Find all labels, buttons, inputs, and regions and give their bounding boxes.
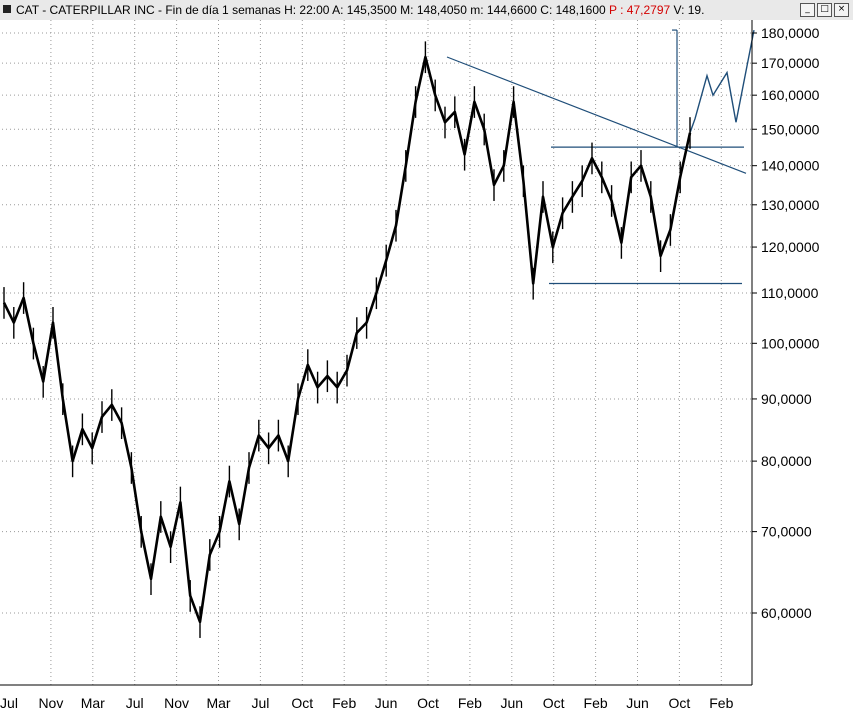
x-tick-label: Oct: [291, 695, 313, 710]
percent-change-text: P : 47,2797: [609, 3, 671, 17]
y-tick-label: 90,0000: [761, 391, 812, 407]
y-tick-label: 110,0000: [761, 285, 819, 301]
x-tick-label: Nov: [38, 695, 63, 710]
y-tick-label: 120,0000: [761, 239, 820, 255]
close-button[interactable]: ×: [834, 3, 849, 17]
window-menu-icon[interactable]: [3, 5, 11, 13]
price-chart[interactable]: 60,0000 70,0000 80,0000 90,0000 100,0000 110,…: [0, 20, 853, 710]
x-tick-label: Oct: [417, 695, 439, 710]
y-tick-label: 130,0000: [761, 197, 820, 213]
x-tick-label: Feb: [332, 695, 356, 710]
y-tick-label: 60,0000: [761, 605, 812, 621]
x-tick-label: Nov: [164, 695, 189, 710]
price-layer: [2, 41, 692, 638]
x-tick-label: Mar: [81, 695, 105, 710]
minimize-button[interactable]: _: [800, 3, 815, 17]
volume-text: V: 19.: [670, 3, 705, 17]
x-tick-label: Jun: [375, 695, 398, 710]
maximize-button[interactable]: □: [817, 3, 832, 17]
title-text: CAT - CATERPILLAR INC - Fin de día 1 sem…: [16, 3, 705, 17]
projection-path: [689, 29, 755, 134]
x-tick-label: Jul: [251, 695, 269, 710]
chart-background: [0, 20, 853, 710]
y-tick-label: 180,0000: [761, 25, 820, 41]
x-tick-label: Jun: [626, 695, 649, 710]
x-tick-label: Oct: [543, 695, 565, 710]
y-tick-label: 70,0000: [761, 524, 812, 540]
x-tick-label: Mar: [206, 695, 230, 710]
annotation-layer: [446, 29, 755, 285]
y-axis: 60,0000 70,0000 80,0000 90,0000 100,0000 110,…: [751, 20, 820, 685]
y-tick-label: 150,0000: [761, 121, 820, 137]
x-tick-label: Feb: [709, 695, 733, 710]
x-tick-label: Jul: [0, 695, 18, 710]
window-titlebar: CAT - CATERPILLAR INC - Fin de día 1 sem…: [0, 0, 853, 21]
x-tick-label: Oct: [669, 695, 691, 710]
x-tick-label: Feb: [584, 695, 608, 710]
y-tick-label: 100,0000: [761, 335, 820, 351]
y-tick-label: 140,0000: [761, 158, 820, 174]
x-tick-label: Jun: [501, 695, 524, 710]
y-tick-label: 170,0000: [761, 55, 820, 71]
resistance-trendline: [446, 56, 747, 174]
window-controls: _ □ ×: [800, 3, 849, 17]
x-tick-label: Feb: [458, 695, 482, 710]
x-axis: Jul Nov Mar Jul Nov Mar Jul Oct Feb Jun Oct Feb Jun O…: [0, 684, 752, 710]
x-tick-label: Jul: [126, 695, 144, 710]
y-tick-label: 80,0000: [761, 453, 812, 469]
y-tick-label: 160,0000: [761, 87, 820, 103]
